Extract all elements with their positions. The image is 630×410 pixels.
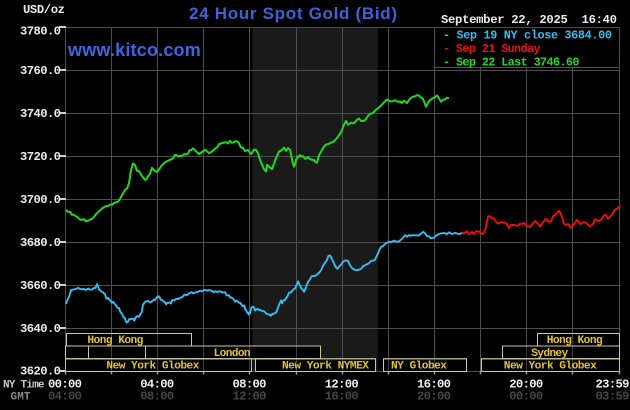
svg-text:3700.0: 3700.0 [20, 193, 61, 207]
svg-text:12:00: 12:00 [325, 378, 359, 392]
svg-text:00:00: 00:00 [48, 378, 82, 392]
svg-text:04:00: 04:00 [48, 390, 82, 404]
svg-text:- Sep 22 Last 3746.60: - Sep 22 Last 3746.60 [443, 56, 580, 70]
svg-text:04:00: 04:00 [140, 378, 174, 392]
svg-text:3780.0: 3780.0 [20, 25, 61, 39]
svg-text:London: London [214, 348, 251, 360]
svg-text:New York NYMEX: New York NYMEX [282, 361, 369, 373]
svg-text:GMT: GMT [11, 392, 31, 404]
svg-text:20:00: 20:00 [509, 378, 543, 392]
svg-text:3620.0: 3620.0 [20, 365, 61, 379]
svg-text:3720.0: 3720.0 [20, 150, 61, 164]
svg-text:NY Time: NY Time [3, 380, 45, 392]
svg-text:- Sep 19 NY close 3684.00: - Sep 19 NY close 3684.00 [443, 29, 612, 43]
svg-text:16:00: 16:00 [417, 378, 451, 392]
svg-text:20:00: 20:00 [417, 390, 451, 404]
svg-text:3680.0: 3680.0 [20, 236, 61, 250]
svg-text:3760.0: 3760.0 [20, 64, 61, 78]
svg-text:03:59: 03:59 [596, 390, 630, 404]
svg-text:USD/oz: USD/oz [23, 3, 65, 17]
svg-text:Hong Kong: Hong Kong [547, 335, 603, 347]
svg-text:New York Globex: New York Globex [504, 361, 597, 373]
svg-text:08:00: 08:00 [140, 390, 174, 404]
svg-text:16:00: 16:00 [325, 390, 359, 404]
svg-text:NY Globex: NY Globex [391, 361, 447, 373]
svg-text:Hong Kong: Hong Kong [87, 335, 143, 347]
svg-text:- Sep 21 Sunday: - Sep 21 Sunday [443, 42, 541, 56]
svg-text:00:00: 00:00 [509, 390, 543, 404]
svg-text:3740.0: 3740.0 [20, 107, 61, 121]
svg-text:23:59: 23:59 [596, 378, 630, 392]
svg-text:08:00: 08:00 [233, 378, 267, 392]
svg-text:12:00: 12:00 [233, 390, 267, 404]
svg-text:New York Globex: New York Globex [106, 361, 199, 373]
svg-text:3640.0: 3640.0 [20, 322, 61, 336]
svg-text:September 22, 2025 16:40: September 22, 2025 16:40 [441, 13, 617, 27]
svg-text:Sydney: Sydney [531, 348, 568, 360]
svg-text:3660.0: 3660.0 [20, 279, 61, 293]
